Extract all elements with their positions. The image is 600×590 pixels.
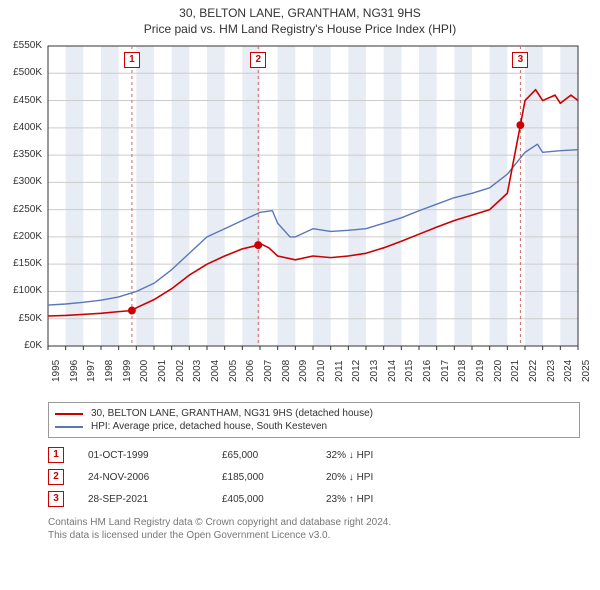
sale-marker-callout: 2: [250, 52, 266, 68]
x-axis-label: 2025: [581, 360, 592, 382]
x-axis-label: 2006: [245, 360, 256, 382]
legend-swatch: [55, 413, 83, 415]
sales-table: 1 01-OCT-1999 £65,000 32% ↓ HPI 2 24-NOV…: [48, 444, 580, 510]
x-axis-label: 1998: [104, 360, 115, 382]
x-axis-label: 2013: [369, 360, 380, 382]
x-axis-label: 2019: [475, 360, 486, 382]
legend-label: HPI: Average price, detached house, Sout…: [91, 421, 327, 432]
x-axis-label: 2017: [440, 360, 451, 382]
sale-date: 01-OCT-1999: [88, 450, 198, 461]
sale-date: 24-NOV-2006: [88, 472, 198, 483]
footer: Contains HM Land Registry data © Crown c…: [48, 516, 580, 542]
x-axis-label: 2010: [316, 360, 327, 382]
x-axis-label: 2014: [387, 360, 398, 382]
x-axis-label: 2004: [210, 360, 221, 382]
x-axis-label: 2003: [192, 360, 203, 382]
y-axis-label: £200K: [2, 231, 42, 242]
y-axis-label: £400K: [2, 122, 42, 133]
x-axis-label: 2012: [351, 360, 362, 382]
x-axis-label: 2005: [228, 360, 239, 382]
sale-price: £65,000: [222, 450, 302, 461]
chart-plot-area: £0K £50K £100K £150K £200K £250K £300K £350K £40…: [0, 36, 600, 396]
chart-title: 30, BELTON LANE, GRANTHAM, NG31 9HS: [0, 6, 600, 20]
x-axis-label: 2024: [563, 360, 574, 382]
sale-marker-box: 3: [48, 491, 64, 507]
legend: 30, BELTON LANE, GRANTHAM, NG31 9HS (det…: [48, 402, 580, 438]
y-axis-label: £100K: [2, 285, 42, 296]
y-axis-label: £0K: [2, 340, 42, 351]
x-axis-label: 2001: [157, 360, 168, 382]
sale-delta: 20% ↓ HPI: [326, 472, 426, 483]
x-axis-label: 2020: [493, 360, 504, 382]
sales-row: 2 24-NOV-2006 £185,000 20% ↓ HPI: [48, 466, 580, 488]
footer-line: Contains HM Land Registry data © Crown c…: [48, 516, 580, 529]
y-axis-label: £250K: [2, 204, 42, 215]
x-axis-label: 2022: [528, 360, 539, 382]
legend-item: 30, BELTON LANE, GRANTHAM, NG31 9HS (det…: [55, 407, 573, 420]
sale-date: 28-SEP-2021: [88, 494, 198, 505]
x-axis-label: 1997: [86, 360, 97, 382]
x-axis-label: 2008: [281, 360, 292, 382]
sale-price: £405,000: [222, 494, 302, 505]
sale-marker-box: 2: [48, 469, 64, 485]
y-axis-label: £50K: [2, 313, 42, 324]
sales-row: 1 01-OCT-1999 £65,000 32% ↓ HPI: [48, 444, 580, 466]
x-axis-label: 2015: [404, 360, 415, 382]
chart-svg: [0, 36, 600, 396]
footer-line: This data is licensed under the Open Gov…: [48, 529, 580, 542]
legend-item: HPI: Average price, detached house, Sout…: [55, 420, 573, 433]
x-axis-label: 1999: [122, 360, 133, 382]
sale-marker-callout: 1: [124, 52, 140, 68]
x-axis-label: 2011: [334, 360, 345, 382]
y-axis-label: £150K: [2, 258, 42, 269]
legend-label: 30, BELTON LANE, GRANTHAM, NG31 9HS (det…: [91, 408, 373, 419]
x-axis-label: 2000: [139, 360, 150, 382]
y-axis-label: £350K: [2, 149, 42, 160]
sale-delta: 32% ↓ HPI: [326, 450, 426, 461]
x-axis-label: 2018: [457, 360, 468, 382]
x-axis-label: 2002: [175, 360, 186, 382]
x-axis-label: 2023: [546, 360, 557, 382]
y-axis-label: £300K: [2, 176, 42, 187]
sale-marker-box: 1: [48, 447, 64, 463]
y-axis-label: £450K: [2, 95, 42, 106]
x-axis-label: 2021: [510, 360, 521, 382]
chart-titles: 30, BELTON LANE, GRANTHAM, NG31 9HS Pric…: [0, 0, 600, 36]
chart-subtitle: Price paid vs. HM Land Registry's House …: [0, 22, 600, 36]
x-axis-label: 2009: [298, 360, 309, 382]
sale-delta: 23% ↑ HPI: [326, 494, 426, 505]
x-axis-label: 1995: [51, 360, 62, 382]
y-axis-label: £550K: [2, 40, 42, 51]
legend-swatch: [55, 426, 83, 428]
sale-marker-callout: 3: [512, 52, 528, 68]
chart-container: 30, BELTON LANE, GRANTHAM, NG31 9HS Pric…: [0, 0, 600, 542]
x-axis-label: 2016: [422, 360, 433, 382]
sale-price: £185,000: [222, 472, 302, 483]
sales-row: 3 28-SEP-2021 £405,000 23% ↑ HPI: [48, 488, 580, 510]
x-axis-label: 2007: [263, 360, 274, 382]
x-axis-label: 1996: [69, 360, 80, 382]
y-axis-label: £500K: [2, 67, 42, 78]
